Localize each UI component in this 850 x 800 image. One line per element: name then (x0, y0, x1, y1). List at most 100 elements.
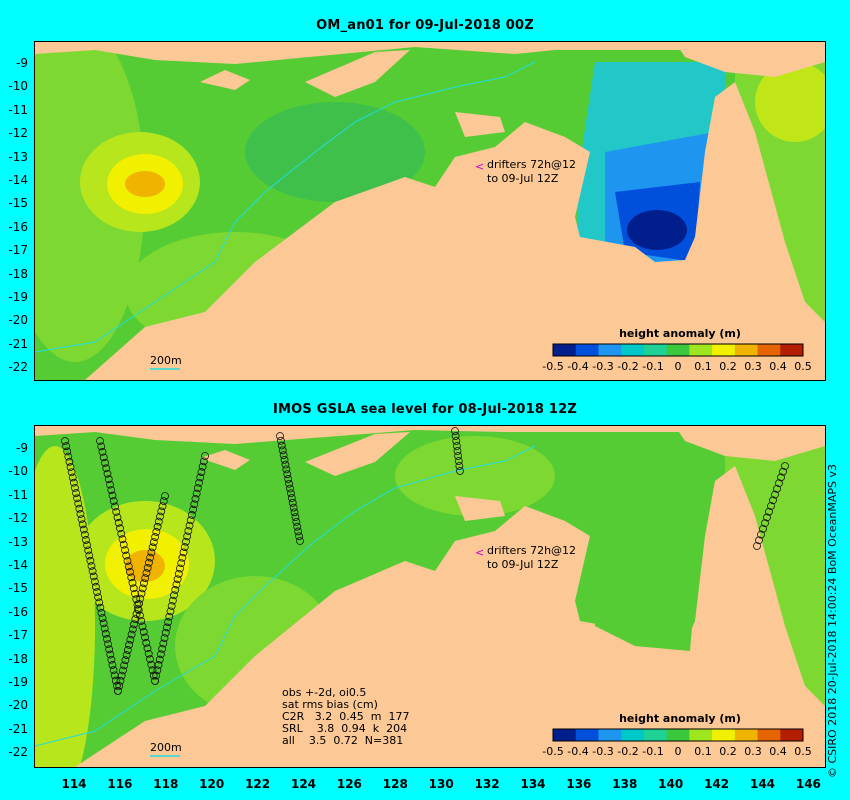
top-y-tick: -14 (8, 173, 28, 187)
bottom-colorbar-label: 0 (675, 745, 682, 758)
track-point (98, 448, 107, 456)
track-point (767, 502, 775, 510)
track-point (154, 517, 163, 526)
track-point (144, 649, 153, 658)
track-point (139, 628, 148, 636)
track-point (90, 577, 99, 586)
track-point (136, 594, 145, 603)
top-coral-anomaly (755, 62, 825, 142)
bottom-colorbar (552, 728, 804, 742)
track-point (137, 617, 146, 625)
track-point (773, 484, 781, 493)
track-point (128, 625, 137, 634)
track-point (158, 502, 167, 511)
top-colorbar-swatch (575, 344, 599, 356)
x-tick: 126 (336, 777, 362, 791)
track-point (173, 575, 182, 584)
track-point (280, 455, 289, 464)
bottom-colorbar-label: 0.2 (719, 745, 737, 758)
track-point (771, 490, 779, 499)
stats-line: all 3.5 0.72 N=381 (282, 734, 404, 747)
top-colorbar-swatch (689, 344, 713, 356)
top-colorbar-label: -0.2 (617, 360, 638, 373)
track-point (113, 513, 122, 522)
track-point (146, 553, 155, 562)
bottom-colorbar-swatch (598, 729, 622, 741)
track-point (148, 543, 157, 552)
bottom-y-tick: -9 (16, 441, 28, 455)
stats-line: obs +-2d, oi0.5 (282, 686, 367, 699)
track-point (109, 666, 118, 675)
track-point (287, 494, 296, 502)
bottom-y-tick: -21 (8, 721, 28, 736)
track-point (146, 655, 154, 664)
top-y-tick: -10 (8, 79, 28, 94)
top-colorbar-swatch (757, 344, 781, 356)
top-anomaly-central (245, 102, 425, 202)
track-point (82, 536, 90, 544)
track-point (93, 588, 101, 596)
top-map[interactable]: 200m < drifters 72h@12 to 09-Jul 12Z hei… (34, 41, 826, 381)
track-point (167, 602, 176, 610)
track-point (186, 516, 195, 525)
track-point (149, 671, 158, 680)
track-point (185, 521, 194, 530)
track-point (145, 558, 153, 567)
track-point (119, 540, 128, 549)
track-point (154, 661, 163, 669)
track-point (284, 475, 293, 483)
top-colorbar-swatch (643, 344, 668, 356)
track-point (282, 465, 291, 474)
top-anomaly-eddy-core (125, 171, 165, 197)
track-point (189, 505, 197, 514)
track-point (291, 513, 300, 522)
top-colorbar-swatch (598, 344, 622, 356)
track-point (141, 633, 149, 642)
top-colorbar-frame (552, 343, 804, 357)
track-point (77, 515, 86, 524)
track-point (125, 640, 134, 649)
track-point (74, 499, 83, 508)
track-point (763, 513, 771, 522)
top-new-guinea (675, 42, 825, 77)
track-point (109, 497, 118, 505)
bottom-y-tick: -13 (8, 534, 28, 549)
track-point (127, 573, 136, 582)
bottom-y-tick: -10 (8, 464, 28, 479)
track-point (96, 437, 104, 445)
top-panel-title: OM_an01 for 09-Jul-2018 00Z (316, 18, 534, 33)
bottom-colorbar-swatch (575, 729, 599, 741)
track-point (92, 582, 100, 591)
track-point (123, 646, 132, 654)
track-point (188, 511, 196, 519)
track-point (452, 442, 461, 450)
x-tick: 134 (520, 777, 546, 791)
x-tick: 124 (290, 777, 317, 791)
bottom-colorbar-label: -0.1 (642, 745, 663, 758)
bottom-anomaly-eddy-core (125, 550, 165, 582)
track-point (775, 479, 783, 488)
track-point (137, 589, 146, 598)
track-point (153, 666, 162, 675)
bottom-y-tick: -18 (8, 651, 28, 666)
track-point (161, 492, 169, 500)
top-y-tick: -13 (8, 149, 28, 164)
track-point (753, 542, 761, 550)
track-point (116, 524, 124, 533)
track-point (177, 559, 186, 568)
track-point (454, 452, 463, 460)
bottom-island-timor (305, 432, 410, 476)
bottom-australia (75, 466, 825, 767)
track-point (179, 548, 188, 557)
top-colorbar-label: -0.1 (642, 360, 663, 373)
bottom-y-tick: -11 (8, 487, 28, 502)
bottom-colorbar-label: -0.2 (617, 745, 638, 758)
top-colorbar-swatch (621, 344, 645, 356)
top-legend-title: height anomaly (m) (619, 327, 741, 340)
bottom-map[interactable]: 200m < drifters 72h@12 to 09-Jul 12Z hei… (34, 425, 826, 768)
track-point (64, 452, 73, 461)
track-point (777, 473, 785, 482)
track-point (190, 500, 199, 509)
track-point (451, 432, 460, 440)
stats-line: C2R 3.2 0.45 m 177 (282, 710, 410, 723)
